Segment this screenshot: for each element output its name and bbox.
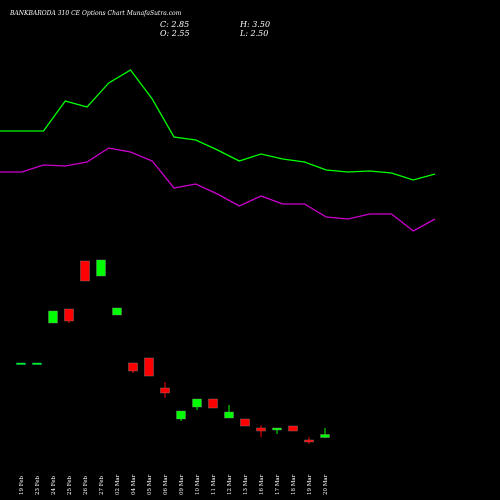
candle-body [304, 439, 314, 443]
candle-body [112, 307, 122, 316]
candle-body [288, 425, 298, 432]
x-tick-label: 19 Feb [19, 475, 25, 495]
x-tick-label: 09 Mar [179, 474, 185, 495]
x-tick-label: 12 Mar [227, 474, 233, 495]
chart-title: BANKBARODA 310 CE Options Chart MunafaSu… [9, 10, 182, 17]
candle-body [16, 362, 26, 365]
x-tick-label: 10 Mar [195, 474, 201, 495]
candle-body [96, 259, 106, 277]
line [0, 69, 436, 181]
x-tick-label: 17 Mar [275, 474, 281, 495]
candle-body [208, 398, 218, 409]
x-tick-label: 04 Mar [131, 474, 137, 495]
x-tick-label: 26 Feb [83, 475, 89, 495]
x-tick-label: 20 Mar [323, 474, 329, 495]
candle-body [240, 418, 250, 427]
candle-body [48, 310, 58, 324]
candle-body [256, 427, 266, 432]
x-tick-label: 06 Mar [163, 474, 169, 495]
x-tick-label: 13 Mar [243, 474, 249, 495]
info-label: O: 2.55 [160, 29, 190, 38]
x-tick-label: 19 Mar [307, 474, 313, 495]
candle-body [64, 308, 74, 322]
line [0, 147, 436, 232]
candle-body [224, 411, 234, 419]
x-tick-label: 23 Feb [35, 475, 41, 495]
x-tick-label: 05 Mar [147, 474, 153, 495]
info-label: L: 2.50 [239, 29, 268, 38]
x-tick-label: 18 Mar [291, 474, 297, 495]
candle-body [160, 387, 170, 394]
candle-body [320, 434, 330, 438]
info-label: H: 3.50 [239, 20, 270, 29]
candle-body [272, 427, 282, 431]
x-tick-label: 25 Feb [67, 475, 73, 495]
candle-body [144, 357, 154, 377]
candle-body [176, 410, 186, 420]
x-tick-label: 27 Feb [99, 475, 105, 495]
candle-body [80, 260, 90, 282]
candle-body [32, 362, 42, 365]
info-label: C: 2.85 [160, 20, 189, 29]
candle-body [192, 398, 202, 408]
x-tick-label: 16 Mar [259, 474, 265, 495]
x-tick-label: 24 Feb [51, 475, 57, 495]
x-tick-label: 11 Mar [211, 474, 217, 495]
candle-body [128, 362, 138, 372]
x-tick-label: 02 Mar [115, 474, 121, 495]
